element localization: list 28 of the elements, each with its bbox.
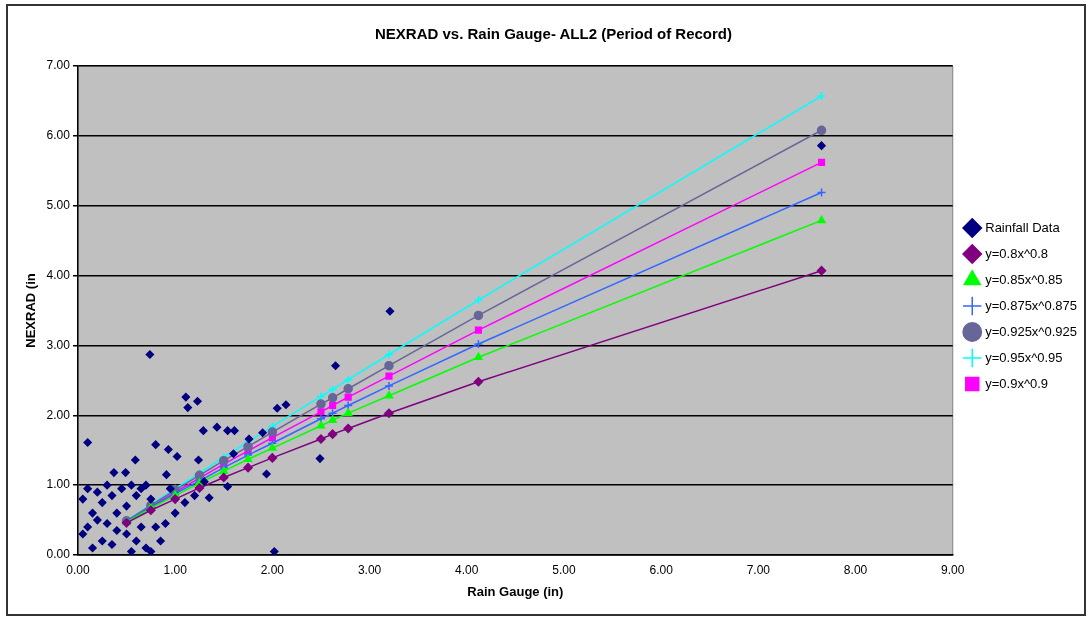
legend-label: y=0.875x^0.875	[985, 297, 1078, 313]
y-tick-label: 1.00	[46, 477, 71, 492]
legend-label: y=0.9x^0.9	[985, 375, 1049, 391]
x-tick-label: 5.00	[552, 562, 576, 577]
legend-label: y=0.8x^0.8	[985, 245, 1049, 261]
chart-title: NEXRAD vs. Rain Gauge- ALL2 (Period of Record)	[375, 25, 732, 43]
x-tick-label: 7.00	[746, 562, 771, 577]
y-tick-label: 7.00	[46, 58, 71, 73]
y-tick-label: 6.00	[46, 128, 71, 143]
y-tick-label: 5.00	[46, 198, 71, 213]
y-tick-label: 2.00	[46, 407, 71, 422]
x-axis-title: Rain Gauge (in)	[467, 583, 564, 599]
x-tick-label: 4.00	[455, 562, 479, 577]
x-tick-label: 0.00	[66, 562, 90, 577]
y-axis-title: NEXRAD (in	[23, 273, 39, 348]
legend-label: y=0.95x^0.95	[985, 349, 1063, 365]
legend-label: Rainfall Data	[985, 219, 1061, 235]
x-tick-label: 8.00	[843, 562, 868, 577]
y-tick-label: 4.00	[46, 267, 71, 282]
x-tick-label: 9.00	[941, 562, 965, 577]
x-tick-label: 2.00	[260, 562, 285, 577]
x-tick-label: 3.00	[357, 562, 382, 577]
legend-label: y=0.85x^0.85	[985, 271, 1063, 287]
y-tick-label: 3.00	[46, 337, 71, 352]
x-tick-label: 6.00	[649, 562, 674, 577]
x-tick-label: 1.00	[163, 562, 188, 577]
y-tick-label: 0.00	[46, 547, 71, 562]
legend-label: y=0.925x^0.925	[985, 323, 1078, 339]
